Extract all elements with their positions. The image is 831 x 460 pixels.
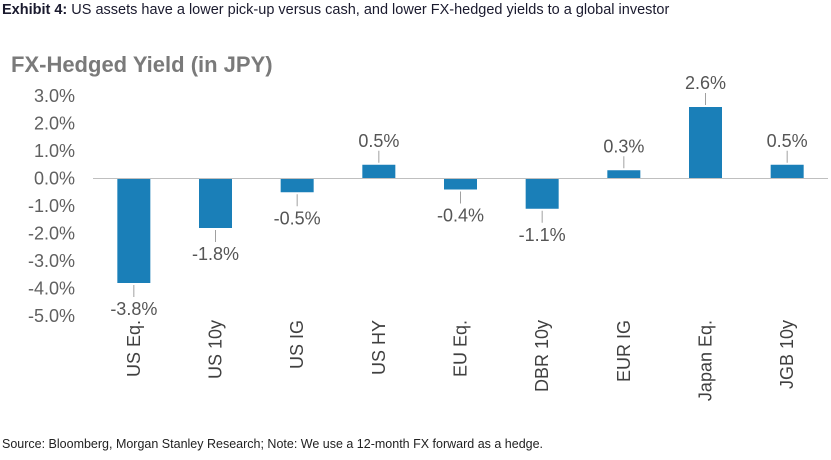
data-label: -3.8% — [110, 299, 157, 319]
bar-7 — [607, 170, 641, 179]
y-tick-label: 1.0% — [34, 141, 75, 161]
y-tick-label: -2.0% — [28, 224, 75, 244]
x-tick-label: US Eq. — [124, 320, 144, 377]
bar-6 — [525, 178, 559, 209]
y-axis: 3.0% 2.0% 1.0% 0.0% -1.0% -2.0% -3.0% -4.0% -5.0… — [28, 86, 75, 326]
bar-3 — [280, 178, 314, 193]
exhibit-text: US assets have a lower pick-up versus ca… — [67, 2, 670, 18]
x-tick-label: DBR 10y — [532, 320, 552, 392]
bar-8 — [689, 107, 722, 179]
bar-2 — [199, 178, 232, 228]
y-tick-label: -4.0% — [28, 279, 75, 299]
data-label: -1.1% — [519, 225, 566, 245]
x-tick-label: US HY — [369, 320, 389, 375]
bar-5 — [444, 178, 477, 190]
bar-4 — [362, 164, 396, 179]
y-tick-label: 2.0% — [34, 114, 75, 134]
source-note: Source: Bloomberg, Morgan Stanley Resear… — [2, 437, 544, 451]
x-tick-label: Japan Eq. — [696, 320, 716, 401]
exhibit-label: Exhibit 4: — [2, 2, 68, 18]
data-label: 2.6% — [685, 73, 726, 93]
x-tick-label: JGB 10y — [777, 320, 797, 389]
data-label: 0.5% — [358, 131, 399, 151]
data-label: -0.4% — [437, 206, 484, 226]
x-tick-label: US 10y — [206, 320, 226, 379]
chart-title: FX-Hedged Yield (in JPY) — [11, 52, 273, 77]
exhibit-caption: Exhibit 4: US assets have a lower pick-u… — [2, 2, 669, 18]
y-tick-label: -5.0% — [28, 306, 75, 326]
bar-chart: FX-Hedged Yield (in JPY) 3.0% 2.0% 1.0% 0.0… — [11, 52, 828, 401]
data-label: -1.8% — [192, 244, 239, 264]
data-label: 0.5% — [767, 131, 808, 151]
y-tick-label: -3.0% — [28, 251, 75, 271]
data-label: -0.5% — [274, 208, 321, 228]
x-axis: US Eq. US 10y US IG US HY EU Eq. DBR 10y EUR I… — [93, 178, 828, 401]
bar-9 — [770, 164, 804, 179]
y-tick-label: 3.0% — [34, 86, 75, 106]
data-label: 0.3% — [603, 136, 644, 156]
bars-group: -3.8% -1.8% -0.5% 0.5% -0.4% -1.1% 0.3% 2.6% 0.5… — [110, 73, 807, 319]
y-tick-label: 0.0% — [34, 169, 75, 189]
x-tick-label: EUR IG — [614, 320, 634, 382]
bar-1 — [117, 178, 151, 283]
x-tick-label: US IG — [287, 320, 307, 369]
y-tick-label: -1.0% — [28, 196, 75, 216]
x-tick-label: EU Eq. — [451, 320, 471, 377]
